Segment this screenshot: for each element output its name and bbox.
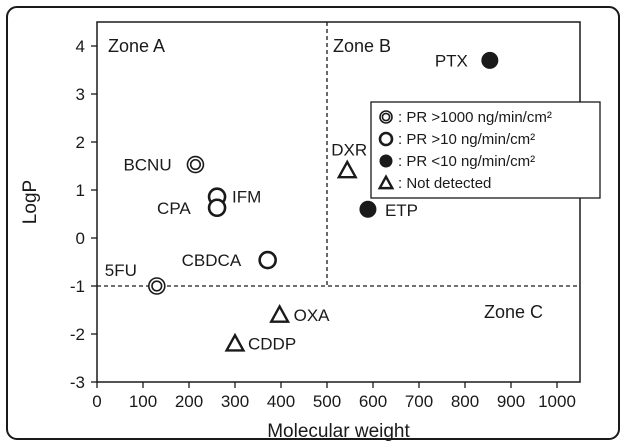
point-label: ETP bbox=[385, 201, 418, 220]
point-label: PTX bbox=[435, 51, 468, 70]
x-tick-label: 1000 bbox=[538, 392, 576, 411]
x-tick-label: 700 bbox=[405, 392, 433, 411]
zone-label-1: Zone A bbox=[108, 36, 165, 56]
triangle-icon bbox=[377, 174, 395, 190]
y-tick-label: 1 bbox=[76, 181, 85, 200]
legend-label: : PR <10 ng/min/cm² bbox=[398, 153, 535, 170]
triangle bbox=[269, 303, 291, 323]
point-label: OXA bbox=[294, 306, 331, 325]
point-label: CPA bbox=[157, 199, 191, 218]
data-point-cbdca: CBDCA bbox=[182, 250, 277, 270]
zone-label-2: Zone B bbox=[333, 36, 391, 56]
filled-circle bbox=[379, 154, 393, 168]
point-label: CBDCA bbox=[182, 251, 242, 270]
filled-circle bbox=[359, 200, 377, 218]
point-label: CDDP bbox=[248, 335, 296, 354]
x-axis-title: Molecular weight bbox=[267, 421, 410, 442]
open-circle bbox=[258, 250, 277, 270]
y-tick-label: 2 bbox=[76, 133, 85, 152]
x-tick-label: 400 bbox=[267, 392, 295, 411]
data-points: 5FU BCNU IFM CPA CBDCA PTX ETP DXR OXA CDDP bbox=[105, 51, 499, 354]
data-point-cpa: CPA bbox=[157, 198, 227, 218]
zone-dividers bbox=[97, 22, 580, 287]
double-circle-inner bbox=[151, 280, 163, 292]
legend-entry: : Not detected bbox=[377, 174, 491, 192]
x-tick-label: 200 bbox=[175, 392, 203, 411]
plot-frame bbox=[96, 21, 581, 383]
triangle bbox=[377, 174, 395, 190]
legend: : PR >1000 ng/min/cm² : PR >10 ng/min/cm²… bbox=[370, 101, 601, 199]
legend-entry: : PR <10 ng/min/cm² bbox=[379, 153, 535, 170]
double-circle-outer bbox=[186, 155, 205, 174]
x-tick-label: 100 bbox=[129, 392, 157, 411]
y-axis-title: LogP bbox=[20, 180, 41, 224]
x-axis: 0 100 200 300 400 500 600 700 800 900 1000 bbox=[92, 382, 576, 411]
x-tick-label: 900 bbox=[497, 392, 525, 411]
data-point-ptx: PTX bbox=[435, 51, 499, 70]
open-circle bbox=[378, 131, 394, 147]
x-tick-label: 800 bbox=[451, 392, 479, 411]
zone-label-3: Zone C bbox=[484, 302, 543, 322]
triangle bbox=[224, 332, 246, 352]
legend-label: : Not detected bbox=[398, 175, 491, 192]
data-point-bcnu: BCNU bbox=[123, 155, 205, 175]
y-tick-label: 4 bbox=[76, 37, 85, 56]
double-circle-outer bbox=[148, 277, 166, 295]
legend-label: : PR >10 ng/min/cm² bbox=[398, 131, 535, 148]
data-point-oxa: OXA bbox=[269, 303, 331, 325]
filled-circle bbox=[481, 51, 499, 69]
triangle bbox=[336, 159, 358, 179]
x-tick-label: 300 bbox=[221, 392, 249, 411]
double-circle-icon bbox=[379, 110, 393, 124]
data-point-cddp: CDDP bbox=[224, 332, 296, 354]
y-tick-label: 0 bbox=[76, 229, 85, 248]
x-tick-label: 500 bbox=[313, 392, 341, 411]
data-point-etp: ETP bbox=[359, 200, 418, 220]
y-tick-label: 3 bbox=[76, 85, 85, 104]
data-point-dxr: DXR bbox=[331, 140, 367, 179]
y-tick-label: -1 bbox=[70, 277, 85, 296]
y-tick-label: -3 bbox=[70, 373, 85, 392]
data-point-5fu: 5FU bbox=[105, 261, 166, 295]
double-circle-inner bbox=[189, 158, 202, 171]
x-tick-label: 600 bbox=[359, 392, 387, 411]
point-label: DXR bbox=[331, 140, 367, 159]
legend-label: : PR >1000 ng/min/cm² bbox=[398, 109, 552, 126]
point-label: IFM bbox=[232, 188, 261, 207]
point-label: 5FU bbox=[105, 261, 137, 280]
legend-entry: : PR >10 ng/min/cm² bbox=[378, 131, 535, 148]
figure-border bbox=[6, 6, 620, 440]
legend-entry: : PR >1000 ng/min/cm² bbox=[379, 109, 552, 126]
open-circle bbox=[207, 198, 227, 218]
x-tick-label: 0 bbox=[92, 392, 101, 411]
open-circle-icon bbox=[378, 131, 394, 147]
point-label: BCNU bbox=[123, 156, 171, 175]
filled-circle-icon bbox=[379, 154, 393, 168]
legend-box bbox=[370, 101, 601, 199]
zone-labels: Zone A Zone B Zone C bbox=[108, 36, 543, 322]
y-tick-label: -2 bbox=[70, 325, 85, 344]
double-circle-inner bbox=[381, 112, 391, 122]
y-axis: 4 3 2 1 0 -1 -2 -3 bbox=[70, 37, 97, 392]
